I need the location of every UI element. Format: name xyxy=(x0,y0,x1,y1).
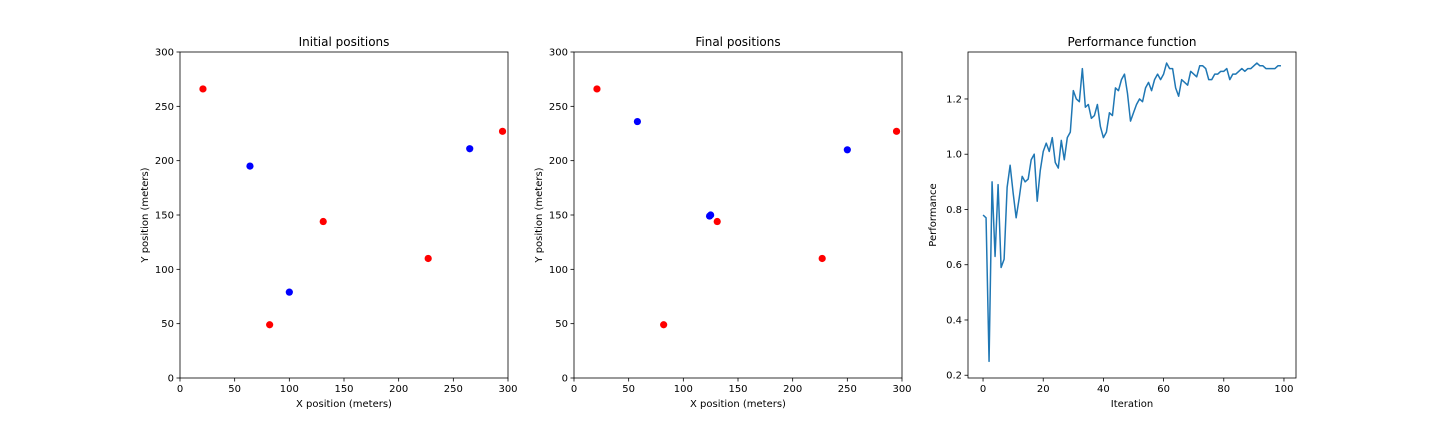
y-axis-label: Performance xyxy=(928,183,939,246)
y-tick-label: 250 xyxy=(155,102,174,113)
x-tick-label: 50 xyxy=(622,384,635,395)
x-tick-label: 100 xyxy=(674,384,693,395)
chart-title: Performance function xyxy=(1068,35,1197,49)
scatter-point xyxy=(199,85,207,93)
scatter-point xyxy=(713,217,721,226)
panel-final: 0 50 100 150 200 250 300 0 50 100 150 200 250 300 Fina… xyxy=(534,35,912,410)
scatter-point xyxy=(319,217,327,226)
y-tick-label: 300 xyxy=(155,48,174,59)
y-tick-label: 0.8 xyxy=(946,205,962,216)
x-tick-label: 40 xyxy=(1097,384,1110,395)
series-line xyxy=(982,62,1281,363)
x-tick-label: 200 xyxy=(389,384,408,395)
plot-frame xyxy=(967,51,1297,379)
scatter-point xyxy=(707,211,715,219)
y-tick-label: 200 xyxy=(549,156,568,167)
y-tick-label: 100 xyxy=(549,265,568,276)
x-tick-label: 250 xyxy=(444,384,463,395)
y-tick-label: 150 xyxy=(155,211,174,222)
x-tick-label: 80 xyxy=(1217,384,1230,395)
scatter-point xyxy=(843,146,851,154)
y-tick-label: 0 xyxy=(562,374,568,385)
scatter-point xyxy=(593,85,601,93)
y-tick-label: 150 xyxy=(549,211,568,222)
scatter-point xyxy=(266,321,274,329)
x-tick-label: 300 xyxy=(498,384,517,395)
scatter-point xyxy=(466,145,474,153)
x-tick-label: 0 xyxy=(177,384,183,395)
x-tick-label: 20 xyxy=(1037,384,1050,395)
y-tick-label: 0.6 xyxy=(946,260,962,271)
y-tick-label: 100 xyxy=(155,265,174,276)
x-tick-label: 150 xyxy=(334,384,353,395)
x-axis-label: Iteration xyxy=(1111,399,1153,410)
y-tick-label: 300 xyxy=(549,48,568,59)
x-axis-label: X position (meters) xyxy=(296,399,392,410)
scatter-point xyxy=(660,321,668,329)
x-tick-label: 0 xyxy=(980,384,986,395)
x-tick-label: 100 xyxy=(1274,384,1293,395)
panel-perf: 0 20 40 60 80 100 0.2 0.4 0.6 0.8 1.0 1.2 Performanc… xyxy=(928,35,1297,410)
y-tick-label: 0.2 xyxy=(946,371,962,382)
x-tick-label: 50 xyxy=(228,384,241,395)
scatter-point xyxy=(285,288,293,296)
scatter-point xyxy=(633,117,642,126)
scatter-point xyxy=(424,254,432,263)
y-axis-label: Y position (meters) xyxy=(140,167,151,263)
y-tick-label: 1.2 xyxy=(946,94,962,105)
y-tick-label: 250 xyxy=(549,102,568,113)
x-tick-label: 300 xyxy=(892,384,911,395)
y-tick-label: 50 xyxy=(161,319,174,330)
x-tick-label: 250 xyxy=(838,384,857,395)
chart-title: Final positions xyxy=(695,35,780,49)
x-tick-label: 150 xyxy=(728,384,747,395)
chart-title: Initial positions xyxy=(299,35,390,49)
panel-init: 0 50 100 150 200 250 300 0 50 100 150 200 250 300 Init… xyxy=(140,35,518,410)
y-tick-label: 200 xyxy=(155,156,174,167)
y-tick-label: 50 xyxy=(555,319,568,330)
x-tick-label: 200 xyxy=(783,384,802,395)
x-tick-label: 60 xyxy=(1157,384,1170,395)
scatter-point xyxy=(818,254,826,263)
scatter-point xyxy=(246,162,254,170)
x-tick-label: 100 xyxy=(280,384,299,395)
y-tick-label: 1.0 xyxy=(946,150,962,161)
y-tick-label: 0 xyxy=(168,374,174,385)
x-axis-label: X position (meters) xyxy=(690,399,786,410)
x-tick-label: 0 xyxy=(571,384,577,395)
y-axis-label: Y position (meters) xyxy=(534,167,545,263)
scatter-point xyxy=(892,127,901,135)
panels: 0 50 100 150 200 250 300050100150200250300Init… xyxy=(140,35,1297,410)
scatter-point xyxy=(498,127,507,135)
y-tick-label: 0.4 xyxy=(946,315,962,326)
